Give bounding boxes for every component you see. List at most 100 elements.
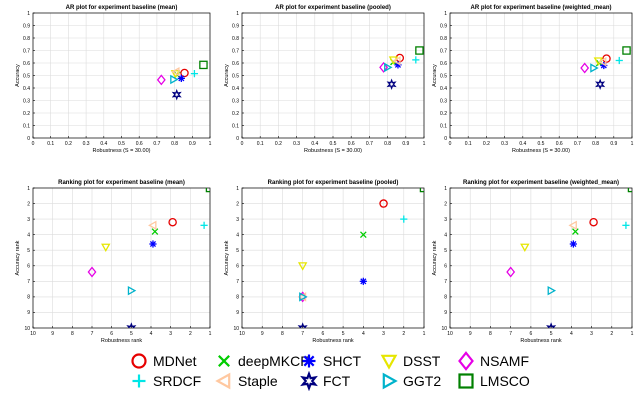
x-tick-label: 0.5 xyxy=(118,141,125,147)
point-mdnet xyxy=(379,199,388,208)
legend-item-lmsco: LMSCO xyxy=(455,371,530,391)
chart-title: Ranking plot for experiment baseline (me… xyxy=(58,180,185,186)
x-tick-label: 0.7 xyxy=(366,141,373,147)
point-srdcf xyxy=(412,56,420,64)
y-tick-label: 0.5 xyxy=(440,73,447,79)
x-tick-label: 7 xyxy=(301,331,304,337)
y-tick-label: 9 xyxy=(444,310,447,316)
x-tick-label: 0.2 xyxy=(65,141,72,147)
y-tick-label: 0.8 xyxy=(23,36,30,42)
x-tick-label: 0.1 xyxy=(465,141,472,147)
plot-area xyxy=(450,188,632,328)
chart-panel-5: 10 9 8 7 6 5 4 3 2 1 1 2 3 4 5 6 7 8 9 10 Ranking plot for e… xyxy=(224,180,426,344)
point-ggt2 xyxy=(299,292,308,302)
points-layer xyxy=(379,46,424,91)
point-ggt2 xyxy=(127,285,137,296)
x-tick-label: 0.8 xyxy=(592,141,599,147)
y-axis-label: Accuracy rank xyxy=(224,240,230,275)
x-tick-label: 2 xyxy=(610,331,613,337)
point-dsst xyxy=(520,243,530,253)
y-tick-label: 0.6 xyxy=(23,61,30,67)
x-tick-label: 1 xyxy=(631,141,634,147)
y-tick-label: 0.4 xyxy=(232,86,239,92)
point-fct xyxy=(546,322,557,328)
legend-label-srdcf: SRDCF xyxy=(153,373,202,389)
points-layer xyxy=(156,60,208,101)
x-axis-label: Robustness rank xyxy=(101,338,143,344)
point-mdnet xyxy=(168,217,177,227)
y-tick-label: 0.6 xyxy=(440,61,447,67)
y-tick-label: 9 xyxy=(236,310,239,316)
x-tick-label: 0.8 xyxy=(171,141,178,147)
y-tick-label: 6 xyxy=(444,264,447,270)
y-tick-label: 0.3 xyxy=(232,98,239,104)
legend-label-shct: SHCT xyxy=(323,353,362,369)
legend-marker-shape xyxy=(380,354,398,370)
y-tick-label: 0.5 xyxy=(23,73,30,79)
y-axis-label: Accuracy rank xyxy=(432,240,438,275)
x-tick-label: 5 xyxy=(342,331,345,337)
x-tick-label: 3 xyxy=(169,331,172,337)
legend-marker-shct xyxy=(302,354,316,368)
x-tick-label: 0.4 xyxy=(100,141,107,147)
x-tick-label: 4 xyxy=(570,331,573,337)
y-axis-label: Accuracy xyxy=(15,64,21,87)
point-nsamf xyxy=(506,266,516,278)
x-tick-label: 0 xyxy=(32,141,35,147)
y-tick-label: 0.2 xyxy=(23,111,30,117)
x-axis-label: Robustness (S = 30.00) xyxy=(304,148,362,154)
y-tick-label: 2 xyxy=(236,201,239,207)
y-tick-label: 0.8 xyxy=(440,36,447,42)
point-mdnet xyxy=(180,68,189,78)
legend-marker-deepmkcf xyxy=(218,355,230,367)
x-tick-label: 10 xyxy=(239,331,245,337)
point-staple xyxy=(148,220,157,231)
x-tick-label: 0.6 xyxy=(348,141,355,147)
point-staple xyxy=(597,57,607,67)
point-ggt2 xyxy=(384,62,393,73)
legend-marker-shape xyxy=(458,373,474,389)
point-mdnet xyxy=(589,217,598,227)
legend-item-srdcf: SRDCF xyxy=(128,371,201,391)
x-axis-label: Robustness (S = 30.00) xyxy=(512,148,570,154)
y-tick-label: 0.9 xyxy=(440,23,447,29)
plot-frame xyxy=(449,12,633,139)
point-dsst xyxy=(101,243,111,253)
chart-panel-1: 0 0.1 0.2 0.3 0.4 0.5 0.6 0.7 0.8 0.9 1 0 0.1 0.2 0.3 0… xyxy=(15,5,212,154)
y-tick-label: 0.4 xyxy=(440,86,447,92)
point-fct xyxy=(126,322,137,328)
x-tick-label: 1 xyxy=(209,141,212,147)
legend-marker-mdnet xyxy=(131,353,147,369)
point-srdcf xyxy=(615,56,623,65)
chart-panel-3: 0 0.1 0.2 0.3 0.4 0.5 0.6 0.7 0.8 0.9 1 0 0.1 0.2 0.3 0… xyxy=(432,5,634,154)
y-axis-label: Accuracy xyxy=(432,64,438,87)
x-tick-label: 0.5 xyxy=(330,141,337,147)
x-tick-label: 0.6 xyxy=(136,141,143,147)
legend-marker-lmsco xyxy=(458,373,474,389)
y-tick-label: 6 xyxy=(27,264,30,270)
y-tick-label: 0.4 xyxy=(23,86,30,92)
y-tick-label: 10 xyxy=(233,326,239,332)
legend-item-nsamf: NSAMF xyxy=(455,351,529,371)
x-tick-label: 0.6 xyxy=(556,141,563,147)
point-lmsco xyxy=(622,46,631,55)
y-tick-label: 0.1 xyxy=(232,123,239,129)
point-srdcf xyxy=(400,215,408,223)
y-tick-label: 6 xyxy=(236,264,239,270)
point-fct xyxy=(386,78,397,91)
x-tick-label: 6 xyxy=(529,331,532,337)
x-tick-label: 6 xyxy=(110,331,113,337)
legend-label-lmsco: LMSCO xyxy=(480,373,530,389)
chart-title: AR plot for experiment baseline (pooled) xyxy=(275,5,391,11)
y-tick-label: 4 xyxy=(27,232,30,238)
y-tick-label: 1 xyxy=(236,11,239,17)
x-tick-label: 0.8 xyxy=(384,141,391,147)
point-fct xyxy=(595,78,606,91)
points-layer xyxy=(506,188,632,328)
y-tick-label: 5 xyxy=(444,248,447,254)
y-tick-label: 1 xyxy=(444,11,447,17)
y-tick-label: 0.7 xyxy=(440,48,447,54)
y-tick-label: 0 xyxy=(236,136,239,142)
legend-marker-shape xyxy=(302,354,316,368)
